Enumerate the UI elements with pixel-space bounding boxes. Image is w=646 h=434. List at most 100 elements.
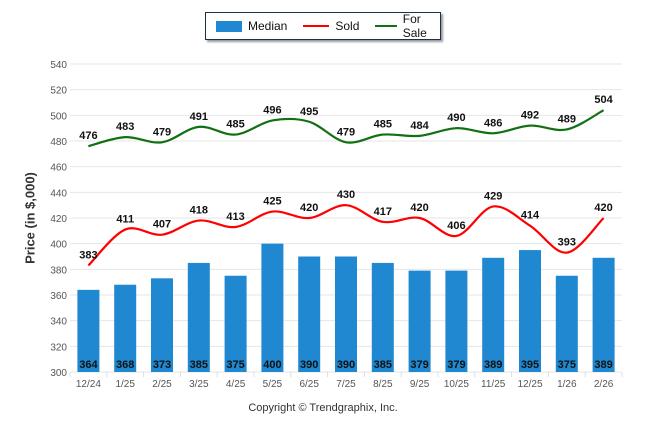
point-label-for-sale: 504 xyxy=(594,94,613,106)
legend: Median Sold For Sale xyxy=(205,12,441,40)
point-label-for-sale: 484 xyxy=(410,120,429,132)
point-label-for-sale: 495 xyxy=(300,106,318,118)
bar-value-label: 390 xyxy=(300,359,318,371)
point-label-for-sale: 479 xyxy=(337,126,355,138)
point-label-for-sale: 491 xyxy=(190,111,208,123)
y-tick-label: 320 xyxy=(50,342,67,353)
point-label-sold: 393 xyxy=(558,237,576,249)
point-label-for-sale: 485 xyxy=(374,119,392,131)
bar-median xyxy=(445,270,468,372)
legend-swatch-for-sale xyxy=(375,25,397,27)
point-label-for-sale: 490 xyxy=(447,112,465,124)
x-tick-label: 2/26 xyxy=(594,379,614,390)
bar-value-label: 379 xyxy=(447,359,465,371)
x-tick-label: 12/24 xyxy=(76,379,101,390)
legend-item-median[interactable]: Median xyxy=(216,19,287,33)
bar-value-label: 389 xyxy=(594,359,612,371)
legend-swatch-sold xyxy=(303,25,330,27)
bar-median xyxy=(408,270,431,372)
bar-value-label: 385 xyxy=(374,359,392,371)
bar-value-label: 375 xyxy=(226,359,244,371)
bar-median xyxy=(335,256,357,372)
bar-value-label: 390 xyxy=(337,359,355,371)
x-tick-label: 4/25 xyxy=(226,379,246,390)
x-tick-label: 1/26 xyxy=(557,379,577,390)
x-tick-label: 9/25 xyxy=(410,379,430,390)
line-for-sale xyxy=(88,109,605,148)
point-label-sold: 429 xyxy=(484,190,502,202)
bar-value-label: 379 xyxy=(410,359,428,371)
bar-median xyxy=(482,257,505,372)
point-label-for-sale: 486 xyxy=(484,117,502,129)
bar-median xyxy=(77,289,100,372)
point-label-sold: 413 xyxy=(226,211,244,223)
y-tick-label: 440 xyxy=(50,188,67,199)
point-label-sold: 383 xyxy=(79,249,97,261)
y-tick-label: 520 xyxy=(50,86,67,97)
point-label-sold: 418 xyxy=(190,205,208,217)
bar-value-label: 368 xyxy=(116,359,134,371)
x-tick-label: 7/25 xyxy=(336,379,356,390)
y-tick-label: 500 xyxy=(50,111,67,122)
y-tick-label: 300 xyxy=(50,368,67,379)
x-tick-label: 2/25 xyxy=(152,379,172,390)
y-tick-label: 540 xyxy=(50,60,67,71)
bar-value-label: 395 xyxy=(521,359,539,371)
bar-value-label: 373 xyxy=(153,359,171,371)
bar-median xyxy=(114,284,137,372)
point-label-for-sale: 489 xyxy=(558,113,576,125)
bar-median xyxy=(224,275,247,372)
y-tick-label: 480 xyxy=(50,137,67,148)
bar-median xyxy=(187,262,210,372)
point-label-sold: 407 xyxy=(153,219,171,231)
y-axis-label: Price (in $,000) xyxy=(22,172,38,264)
point-label-sold: 406 xyxy=(447,220,465,232)
bar-median xyxy=(151,278,173,372)
bar-median xyxy=(592,257,615,372)
point-label-for-sale: 496 xyxy=(263,104,281,116)
x-tick-label: 5/25 xyxy=(263,379,283,390)
y-tick-label: 340 xyxy=(50,317,67,328)
bar-value-label: 385 xyxy=(190,359,208,371)
bar-median xyxy=(298,256,321,372)
point-label-sold: 414 xyxy=(521,210,540,222)
point-label-sold: 425 xyxy=(263,196,281,208)
bar-median xyxy=(519,250,541,372)
y-tick-label: 360 xyxy=(50,291,67,302)
point-label-sold: 417 xyxy=(374,206,392,218)
x-tick-label: 8/25 xyxy=(373,379,393,390)
legend-swatch-median xyxy=(216,20,242,32)
x-tick-label: 10/25 xyxy=(444,379,469,390)
bar-value-label: 364 xyxy=(79,359,98,371)
bar-median xyxy=(261,243,284,372)
y-tick-label: 420 xyxy=(50,214,67,225)
bar-median xyxy=(555,275,578,372)
y-tick-label: 380 xyxy=(50,265,67,276)
x-tick-label: 1/25 xyxy=(115,379,135,390)
point-label-sold: 420 xyxy=(300,202,318,214)
copyright: Copyright © Trendgraphix, Inc. xyxy=(248,402,398,414)
y-tick-label: 400 xyxy=(50,240,67,251)
x-tick-label: 12/25 xyxy=(517,379,542,390)
bar-value-label: 375 xyxy=(558,359,576,371)
x-tick-label: 6/25 xyxy=(299,379,319,390)
line-sold xyxy=(87,204,605,267)
point-label-for-sale: 476 xyxy=(79,130,97,142)
bar-value-label: 389 xyxy=(484,359,502,371)
legend-label-sold: Sold xyxy=(335,19,360,33)
legend-label-for-sale: For Sale xyxy=(402,12,427,40)
legend-label-median: Median xyxy=(248,19,288,33)
y-tick-label: 460 xyxy=(50,163,67,174)
point-label-for-sale: 485 xyxy=(226,119,244,131)
point-label-for-sale: 492 xyxy=(521,110,539,122)
point-label-for-sale: 479 xyxy=(153,126,171,138)
point-label-sold: 420 xyxy=(410,202,428,214)
point-label-for-sale: 483 xyxy=(116,121,134,133)
legend-item-for-sale[interactable]: For Sale xyxy=(369,12,440,40)
bar-median xyxy=(371,262,394,372)
x-tick-label: 3/25 xyxy=(189,379,209,390)
x-tick-label: 11/25 xyxy=(481,379,506,390)
point-label-sold: 411 xyxy=(116,214,134,226)
legend-item-sold[interactable]: Sold xyxy=(297,19,359,33)
